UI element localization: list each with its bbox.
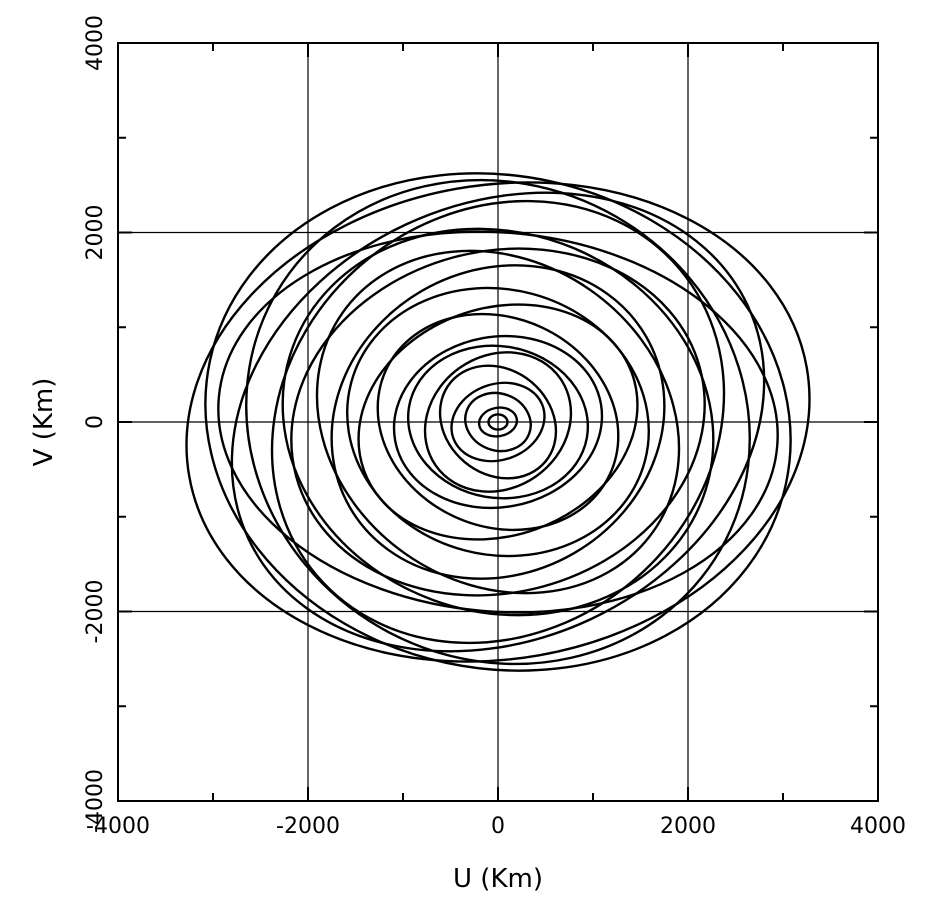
y-tick-label: 0 [83, 415, 108, 429]
x-tick-label: 4000 [850, 814, 906, 839]
uv-track [315, 249, 681, 595]
uv-track [290, 247, 706, 597]
x-tick-label: -2000 [276, 814, 340, 839]
y-tick-label: -4000 [83, 769, 108, 833]
x-axis-title: U (Km) [453, 864, 543, 894]
x-tick-label: -4000 [86, 814, 150, 839]
y-tick-label: 4000 [83, 15, 108, 71]
grid-lines [118, 43, 878, 801]
x-tick-label: 0 [491, 814, 505, 839]
uv-track [392, 334, 604, 510]
uv-track [464, 391, 532, 453]
uv-track [217, 230, 779, 614]
uv-track [245, 178, 751, 666]
uv-track [230, 191, 766, 653]
uv-track [204, 172, 792, 672]
uv-track [450, 381, 546, 463]
x-tick-labels: -4000 -2000 0 2000 4000 [86, 814, 906, 839]
y-tick-label: -2000 [83, 580, 108, 644]
uv-track [376, 312, 620, 532]
axis-ticks [117, 42, 879, 802]
uv-track [487, 413, 509, 431]
y-axis-title: V (Km) [29, 378, 59, 467]
uv-tracks [185, 172, 811, 672]
uv-track [346, 286, 650, 558]
y-tick-label: 2000 [83, 205, 108, 261]
y-tick-labels: -4000 -2000 0 2000 4000 [83, 15, 108, 833]
uv-track [423, 351, 573, 493]
x-tick-label: 2000 [660, 814, 716, 839]
uv-track [185, 181, 811, 663]
uv-track [438, 364, 558, 480]
uv-track [406, 344, 590, 500]
uv-track [281, 227, 715, 617]
uv-track [477, 406, 519, 438]
uv-track [270, 199, 726, 645]
uv-track [330, 264, 666, 580]
